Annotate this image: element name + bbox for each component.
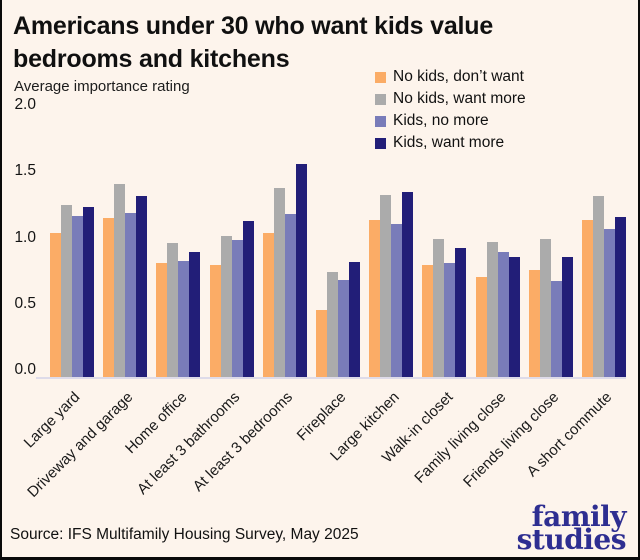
bar xyxy=(539,238,551,378)
bar xyxy=(582,219,593,378)
legend-swatch-icon xyxy=(375,115,386,127)
x-axis-line xyxy=(36,377,626,379)
x-axis-label: Friends living close xyxy=(460,388,563,491)
bar xyxy=(284,214,296,378)
chart-title: Americans under 30 who want kids value be… xyxy=(13,10,493,77)
bar xyxy=(189,252,201,378)
bar xyxy=(455,248,467,378)
source-text: Source: IFS Multifamily Housing Survey, … xyxy=(10,526,359,543)
bar xyxy=(508,256,520,378)
bar xyxy=(444,263,456,378)
legend-swatch-icon xyxy=(375,137,386,149)
bar xyxy=(338,279,349,378)
bar xyxy=(391,223,403,378)
bar xyxy=(327,271,338,378)
bar xyxy=(369,219,381,378)
legend-item: Kids, want more xyxy=(375,132,526,154)
y-tick-label: 1.5 xyxy=(14,162,36,180)
bar xyxy=(114,184,126,378)
bar xyxy=(167,242,179,378)
legend-label: Kids, no more xyxy=(393,112,489,129)
family-studies-logo: family studies xyxy=(516,500,627,557)
legend: No kids, don’t want No kids, want more Kid… xyxy=(375,66,526,154)
bar xyxy=(604,229,615,378)
bar xyxy=(50,233,61,378)
bar xyxy=(83,207,94,378)
bar xyxy=(156,263,168,378)
legend-swatch-icon xyxy=(375,93,386,105)
bar xyxy=(295,163,307,378)
legend-label: No kids, want more xyxy=(393,90,526,107)
legend-label: No kids, don’t want xyxy=(393,68,524,85)
x-axis-label: Family living close xyxy=(411,388,510,487)
legend-item: No kids, don’t want xyxy=(375,66,526,88)
logo-line1: family xyxy=(531,500,627,534)
legend-swatch-icon xyxy=(375,71,386,83)
bar xyxy=(349,261,360,378)
bar xyxy=(497,252,509,378)
y-tick-label: 2.0 xyxy=(14,96,36,113)
bar xyxy=(220,236,232,378)
bar xyxy=(125,212,137,378)
bar xyxy=(615,216,626,378)
bar xyxy=(178,260,190,378)
bar xyxy=(209,264,221,378)
bar xyxy=(486,241,498,378)
chart-subtitle: Average importance rating xyxy=(14,78,190,95)
bar xyxy=(550,281,562,378)
chart-title-line1: Americans under 30 who want kids value xyxy=(13,12,494,40)
y-tick-label: 0.5 xyxy=(14,294,36,312)
legend-label: Kids, want more xyxy=(393,134,505,151)
bar xyxy=(402,192,414,378)
bar xyxy=(262,233,274,378)
logo-line2: studies xyxy=(516,523,627,557)
y-tick-label: 0.0 xyxy=(14,361,36,378)
x-axis-label: Driveway and garage xyxy=(24,388,137,501)
legend-item: No kids, want more xyxy=(375,88,526,110)
bar xyxy=(380,195,392,378)
bar xyxy=(528,270,540,378)
bar xyxy=(422,264,434,378)
bar xyxy=(316,309,327,378)
bar xyxy=(61,204,72,378)
bar xyxy=(72,215,83,378)
bar xyxy=(475,276,487,378)
chart-title-line2: bedrooms and kitchens xyxy=(13,45,290,74)
x-axis-label: At least 3 bedrooms xyxy=(190,388,297,495)
bar xyxy=(231,240,243,378)
bar xyxy=(593,196,604,378)
bar xyxy=(242,221,254,378)
bar xyxy=(273,188,285,378)
bar xyxy=(561,256,573,378)
bar xyxy=(136,196,148,378)
y-tick-label: 1.0 xyxy=(14,228,36,246)
bar xyxy=(103,218,115,378)
bar xyxy=(433,238,445,378)
legend-item: Kids, no more xyxy=(375,110,526,132)
